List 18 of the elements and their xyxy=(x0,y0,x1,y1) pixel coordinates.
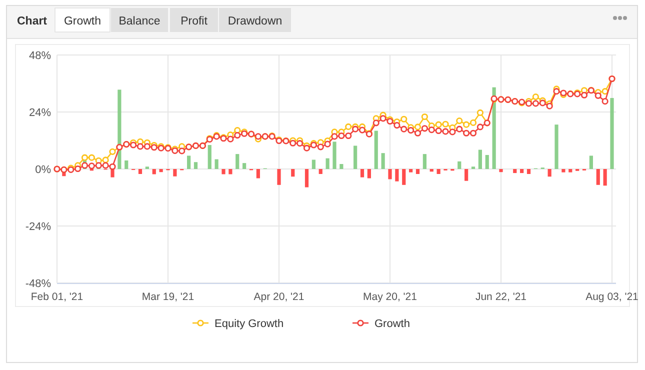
x-tick-label: Feb 01, '21 xyxy=(30,291,84,303)
x-tick-label: Jun 22, '21 xyxy=(475,291,527,303)
text: Drawdown xyxy=(228,16,282,28)
y-tick-label: 48% xyxy=(28,50,52,62)
x-tick-label: Aug 03, '21 xyxy=(586,291,639,303)
chart-title: Chart xyxy=(16,16,48,28)
y-tick-label: -48% xyxy=(25,278,52,290)
x-tick-label: May 20, '21 xyxy=(363,291,418,303)
legend-label: Growth xyxy=(374,318,410,330)
text: Profit xyxy=(180,16,208,28)
x-tick-label: Mar 19, '21 xyxy=(142,291,194,303)
y-tick-label: 24% xyxy=(28,107,52,119)
legend-label: Equity Growth xyxy=(214,318,284,330)
x-tick-label: Apr 20, '21 xyxy=(254,291,304,303)
text: Growth xyxy=(64,16,102,28)
y-tick-label: 0% xyxy=(35,164,52,176)
text: Balance xyxy=(118,16,160,28)
y-tick-label: -24% xyxy=(25,221,52,233)
